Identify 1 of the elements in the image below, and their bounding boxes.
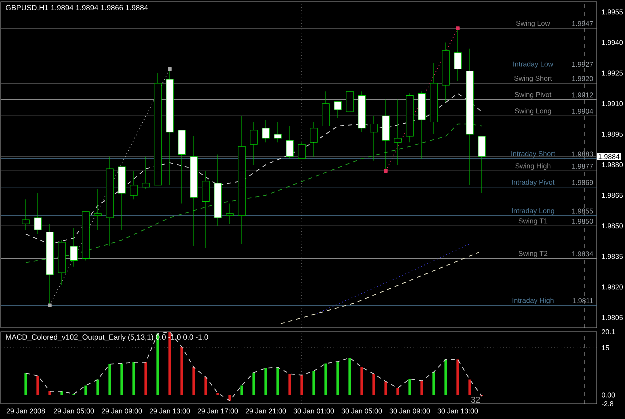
annotation: 32 bbox=[471, 396, 480, 404]
